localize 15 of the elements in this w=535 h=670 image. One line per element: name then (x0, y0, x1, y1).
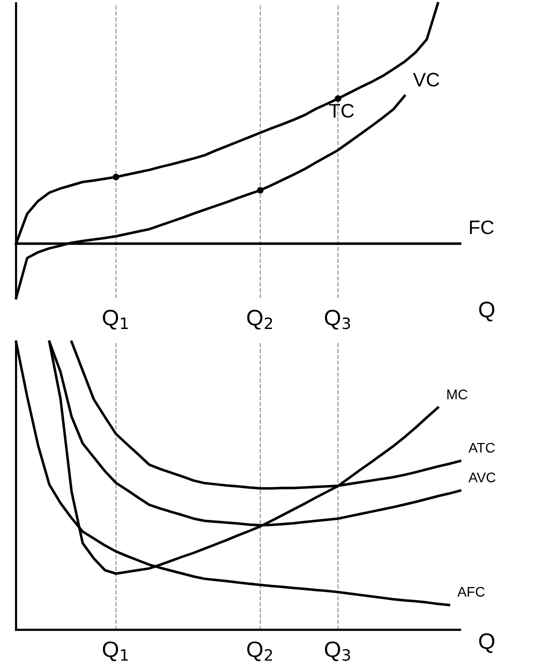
x-axis-title: Q (479, 302, 494, 322)
x-tick-label: Q$_{2}$ (247, 641, 272, 662)
series-label: AVC (468, 472, 496, 482)
x-tick-label: Q$_{2}$ (247, 310, 272, 330)
series-label: TC (329, 104, 354, 118)
series-label: ATC (468, 442, 495, 453)
x-tick-label: Q$_{1}$ (102, 641, 128, 662)
series-label: MC (447, 390, 468, 400)
x-tick-label: Q$_{3}$ (324, 641, 350, 662)
series-label: FC (470, 220, 494, 234)
x-tick-label: Q$_{1}$ (102, 310, 128, 330)
series-label: AFC (457, 586, 485, 597)
x-tick-label: Q$_{3}$ (324, 310, 350, 330)
series-label: VC (413, 72, 440, 87)
x-axis-title: Q (479, 633, 494, 653)
